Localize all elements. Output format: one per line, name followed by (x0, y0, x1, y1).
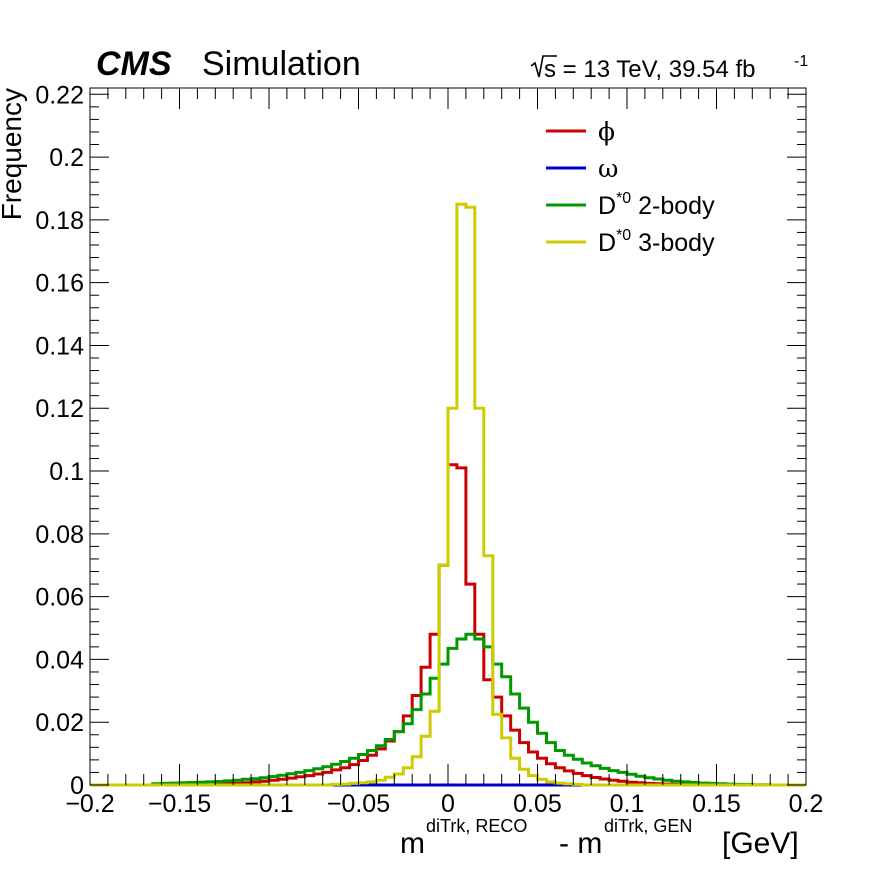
lumi-label: s = 13 TeV, 39.54 fb -1 (530, 53, 808, 83)
x-tick-label: 0.05 (513, 790, 562, 818)
x-tick-label: 0.1 (610, 790, 645, 818)
x-tick-label: 0.15 (692, 790, 741, 818)
y-tick-label: 0.2 (49, 144, 84, 172)
y-tick-label: 0.12 (35, 395, 84, 423)
x-tick-label: 0.2 (789, 790, 824, 818)
legend-label: D*0 3-body (598, 227, 715, 257)
x-tick-label: −0.2 (65, 790, 114, 818)
x-axis-title-sup1: diTrk, RECO (426, 816, 527, 836)
x-tick-label: 0 (441, 790, 455, 818)
series-line-3 (90, 632, 806, 787)
y-tick-label: 0 (70, 772, 84, 800)
sqrt-sign (530, 55, 557, 78)
x-tick-label: −0.05 (327, 790, 390, 818)
legend-label: ϕ (598, 117, 615, 146)
y-axis-title: Frequency (0, 88, 27, 220)
x-axis-title-m1: m (400, 827, 425, 860)
x-axis-title-mid: - m (559, 827, 602, 860)
x-axis-title-sup2: diTrk, GEN (604, 816, 692, 836)
cms-label: CMS (96, 45, 172, 83)
y-tick-label: 0.1 (49, 458, 84, 486)
y-tick-label: 0.08 (35, 521, 84, 549)
legend-label: ω (598, 154, 618, 183)
legend: ϕω D*0 2-body D*0 3-body (546, 117, 715, 257)
x-tick-label: −0.1 (244, 790, 293, 818)
x-axis-title-unit: [GeV] (722, 827, 799, 860)
y-tick-label: 0.14 (35, 332, 84, 360)
x-tick-label: −0.15 (148, 790, 211, 818)
y-tick-label: 0.16 (35, 270, 84, 298)
x-axis-title: m diTrk, RECO - m diTrk, GEN [GeV] (400, 816, 799, 860)
y-tick-label: 0.06 (35, 584, 84, 612)
simulation-label: Simulation (202, 45, 361, 83)
y-tick-label: 0.02 (35, 709, 84, 737)
y-tick-label: 0.04 (35, 646, 84, 674)
series-line-4 (90, 202, 806, 787)
series-line-1 (90, 463, 806, 787)
lumi-text: s = 13 TeV, 39.54 fb (544, 56, 756, 83)
axis-ticks: 0 0.02 0.04 0.06 0.08 0.1 0.12 0.14 0.16 0.18 0.2 0… (35, 81, 823, 818)
y-tick-label: 0.18 (35, 207, 84, 235)
y-tick-label: 0.22 (35, 81, 84, 109)
lumi-exponent: -1 (794, 53, 808, 70)
legend-label: D*0 2-body (598, 190, 715, 220)
